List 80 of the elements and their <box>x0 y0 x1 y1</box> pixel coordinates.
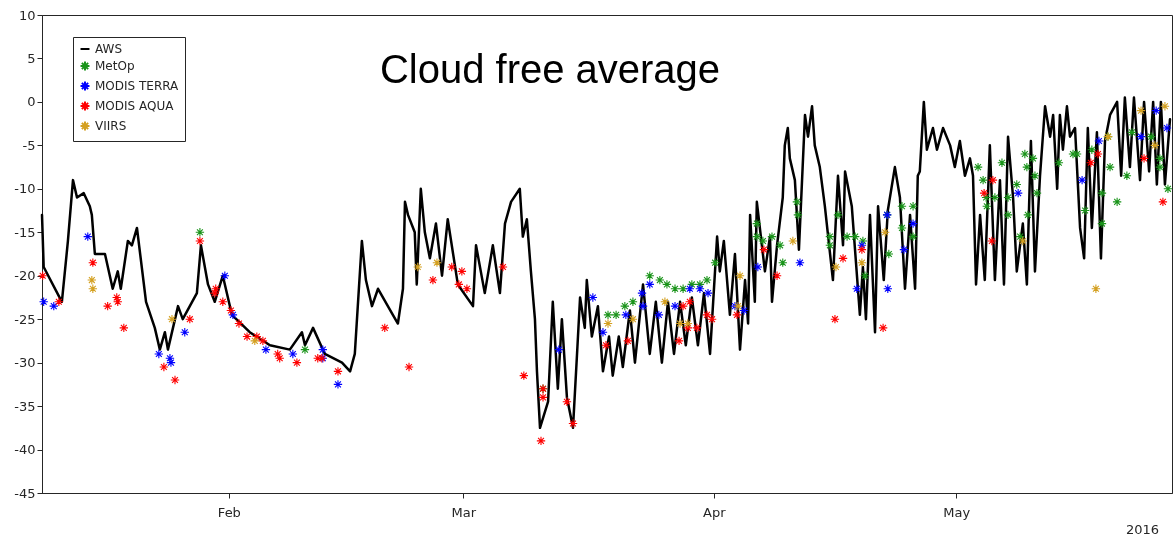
point <box>857 257 867 268</box>
point <box>1136 105 1146 116</box>
legend-label: MetOp <box>95 59 135 73</box>
point <box>1136 131 1146 142</box>
point <box>1018 236 1028 246</box>
point <box>852 284 862 294</box>
point <box>703 288 713 298</box>
x-tick-label: May <box>943 504 971 520</box>
point <box>220 270 230 281</box>
point <box>83 231 93 242</box>
y-tick-label: -15 <box>14 224 36 240</box>
point <box>49 301 59 311</box>
point <box>333 379 343 390</box>
point <box>166 357 176 368</box>
point <box>38 297 49 307</box>
point <box>880 227 890 238</box>
point <box>628 314 638 324</box>
point <box>753 262 763 272</box>
point <box>637 288 647 298</box>
y-tick-label: 5 <box>27 50 36 66</box>
y-tick-label: -35 <box>14 398 36 414</box>
point <box>883 284 893 294</box>
legend-label: AWS <box>95 42 123 56</box>
point <box>1094 136 1104 146</box>
x-tick-label: Apr <box>702 504 727 520</box>
point <box>1151 105 1161 116</box>
point <box>735 270 745 281</box>
point <box>1150 140 1160 151</box>
x-tick-label: Feb <box>217 504 241 520</box>
point <box>167 314 177 324</box>
point <box>261 344 271 355</box>
point <box>318 344 328 355</box>
point <box>908 218 918 229</box>
y-tick-label: 10 <box>18 7 36 23</box>
point <box>654 310 664 320</box>
point <box>88 284 98 294</box>
y-tick-label: -25 <box>14 311 36 327</box>
point <box>739 305 749 316</box>
line-series <box>40 96 1172 430</box>
point <box>154 349 164 359</box>
point <box>603 318 613 329</box>
point <box>432 257 442 268</box>
legend-label: MODIS TERRA <box>95 79 180 93</box>
point <box>670 301 680 311</box>
point <box>695 284 705 294</box>
point <box>87 275 97 285</box>
point <box>180 327 190 337</box>
point <box>645 279 655 290</box>
point <box>1160 101 1170 111</box>
point <box>598 327 608 337</box>
point <box>660 297 670 307</box>
point <box>588 292 598 303</box>
point <box>1013 188 1023 198</box>
legend-label: VIIRS <box>95 119 127 133</box>
point <box>1077 175 1087 185</box>
y-tick-label: -5 <box>22 137 36 153</box>
point <box>621 310 631 320</box>
point <box>795 257 805 268</box>
point <box>638 301 648 311</box>
point <box>899 244 909 255</box>
point <box>288 349 298 359</box>
point <box>1162 123 1172 133</box>
y-tick-label: 0 <box>27 94 36 110</box>
y-tick-label: -40 <box>14 442 36 458</box>
text: 2016 <box>1125 522 1159 537</box>
legend-label: MODIS AQUA <box>95 99 175 113</box>
point <box>1091 284 1101 294</box>
y-tick-label: -20 <box>14 268 36 284</box>
point <box>413 262 423 272</box>
point <box>685 284 695 294</box>
text: Cloud free average <box>379 47 721 91</box>
point <box>831 262 841 272</box>
y-tick-label: -45 <box>14 485 36 501</box>
x-tick-label: Mar <box>451 504 477 520</box>
point <box>250 336 260 346</box>
y-tick-label: -30 <box>14 355 36 371</box>
y-tick-label: -10 <box>14 181 36 197</box>
point <box>788 236 798 246</box>
point <box>228 310 238 320</box>
point <box>554 344 564 355</box>
